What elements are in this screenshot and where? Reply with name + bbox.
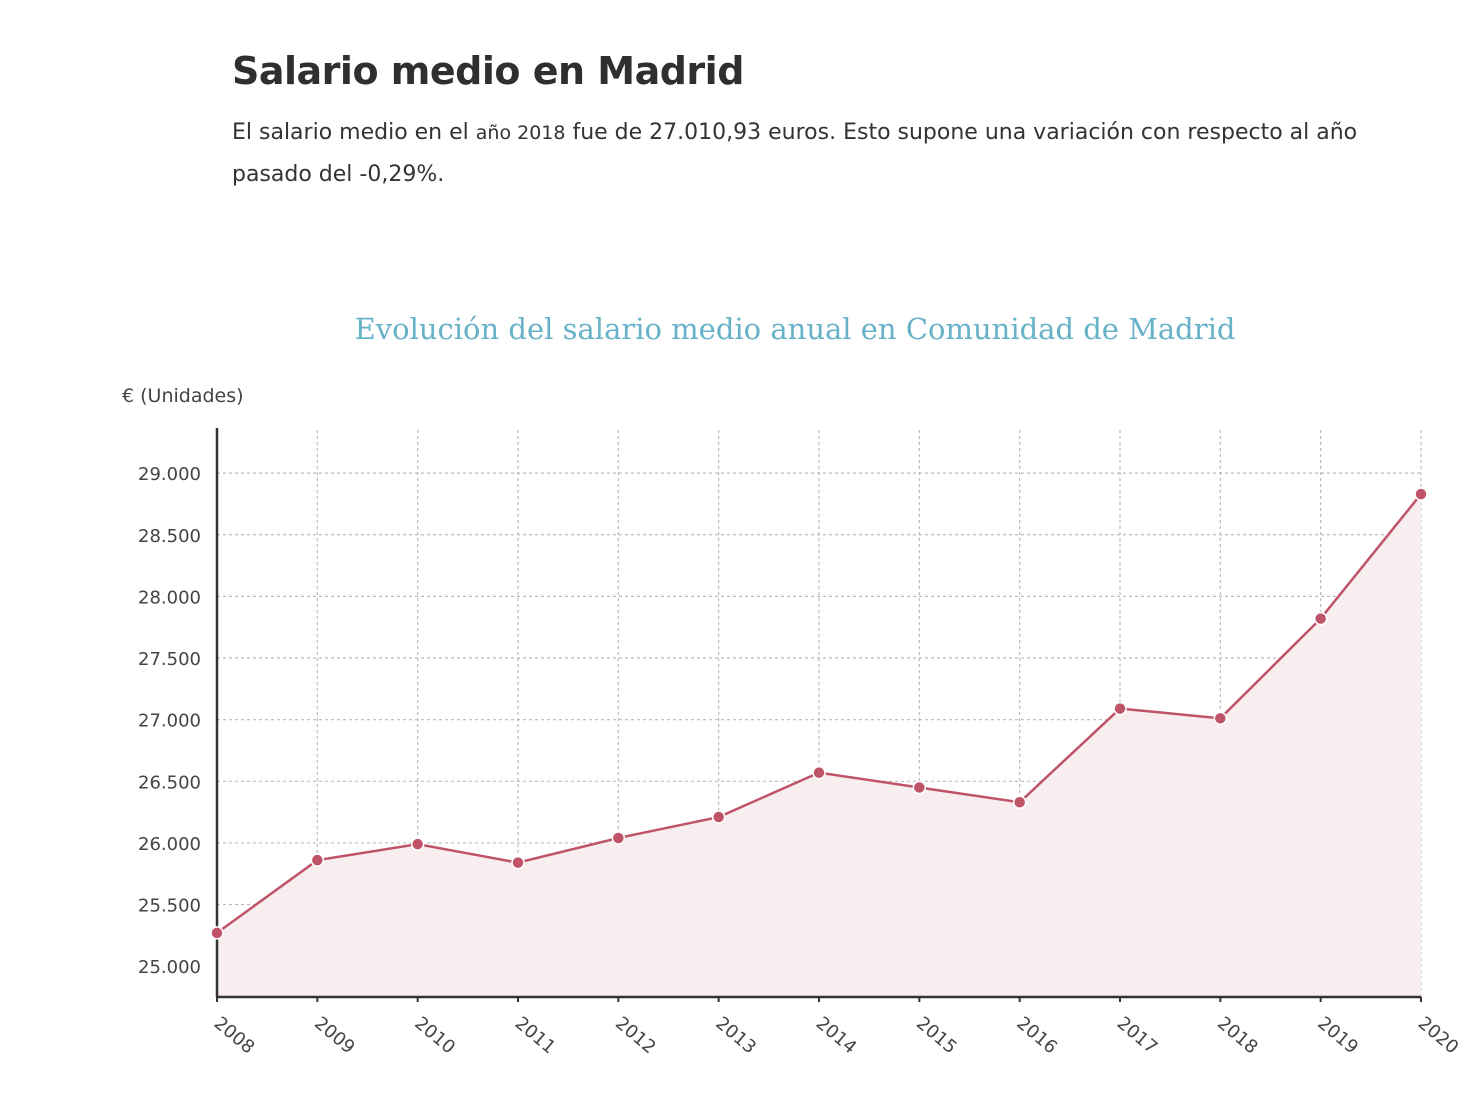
y-tick-label: 28.500 bbox=[138, 526, 201, 547]
x-tick-label: 2019 bbox=[1313, 1013, 1362, 1059]
x-tick-label: 2009 bbox=[310, 1013, 359, 1059]
data-points bbox=[210, 487, 1428, 940]
data-point-2011[interactable] bbox=[511, 855, 525, 870]
data-point-2017[interactable] bbox=[1113, 701, 1127, 716]
x-tick-label: 2008 bbox=[210, 1013, 259, 1059]
data-point-2015[interactable] bbox=[912, 780, 927, 795]
x-tick-label: 2017 bbox=[1113, 1013, 1162, 1059]
x-tick-label: 2015 bbox=[912, 1013, 961, 1059]
data-point-2014[interactable] bbox=[812, 765, 826, 780]
y-tick-label: 27.000 bbox=[138, 711, 201, 732]
x-tick-label: 2011 bbox=[511, 1013, 560, 1059]
data-point-2020[interactable] bbox=[1414, 487, 1428, 501]
data-point-2018[interactable] bbox=[1213, 711, 1228, 726]
y-tick-label: 28.000 bbox=[138, 587, 201, 608]
data-point-2013[interactable] bbox=[711, 810, 726, 824]
data-point-2009[interactable] bbox=[310, 853, 325, 867]
intro-text-end: fue de 27.010,93 euros. Esto supone una … bbox=[232, 120, 1358, 187]
y-tick-label: 26.500 bbox=[138, 772, 201, 793]
axes bbox=[215, 428, 1422, 1002]
x-tick-label: 2012 bbox=[611, 1013, 660, 1059]
x-tick-label: 2014 bbox=[812, 1013, 861, 1059]
intro-paragraph: El salario medio en el año 2018 fue de 2… bbox=[232, 112, 1392, 196]
data-point-2019[interactable] bbox=[1313, 611, 1328, 626]
chart-title: Evolución del salario medio anual en Com… bbox=[354, 312, 1236, 346]
y-tick-label: 29.000 bbox=[138, 464, 201, 485]
x-tick-label: 2018 bbox=[1213, 1013, 1262, 1059]
x-tick-label: 2020 bbox=[1414, 1013, 1463, 1059]
x-tick-label: 2010 bbox=[410, 1013, 459, 1059]
data-point-2012[interactable] bbox=[611, 831, 626, 845]
x-tick-label: 2016 bbox=[1012, 1013, 1061, 1059]
article-header: Salario medio en Madrid El salario medio… bbox=[232, 40, 1392, 196]
y-tick-label: 25.500 bbox=[138, 896, 201, 917]
y-axis-unit-label: € (Unidades) bbox=[122, 385, 244, 407]
data-point-2016[interactable] bbox=[1012, 795, 1027, 809]
y-tick-label: 25.000 bbox=[138, 957, 201, 978]
page-title: Salario medio en Madrid bbox=[232, 49, 744, 93]
x-tick-labels: 2008 2009 2010 2011 2012 2013 2014 2015 2016 2017… bbox=[210, 1013, 1463, 1059]
y-tick-label: 27.500 bbox=[138, 649, 201, 670]
data-point-2008[interactable] bbox=[210, 926, 224, 940]
y-tick-labels: 25.000 25.500 26.000 26.500 27.000 27.500 28.0… bbox=[138, 464, 201, 978]
intro-text-start: El salario medio en el bbox=[232, 120, 476, 145]
data-point-2010[interactable] bbox=[410, 837, 425, 851]
intro-year-phrase: año 2018 bbox=[475, 122, 566, 144]
area-fill bbox=[217, 494, 1421, 997]
x-tick-label: 2013 bbox=[711, 1013, 760, 1059]
y-tick-label: 26.000 bbox=[138, 834, 201, 855]
